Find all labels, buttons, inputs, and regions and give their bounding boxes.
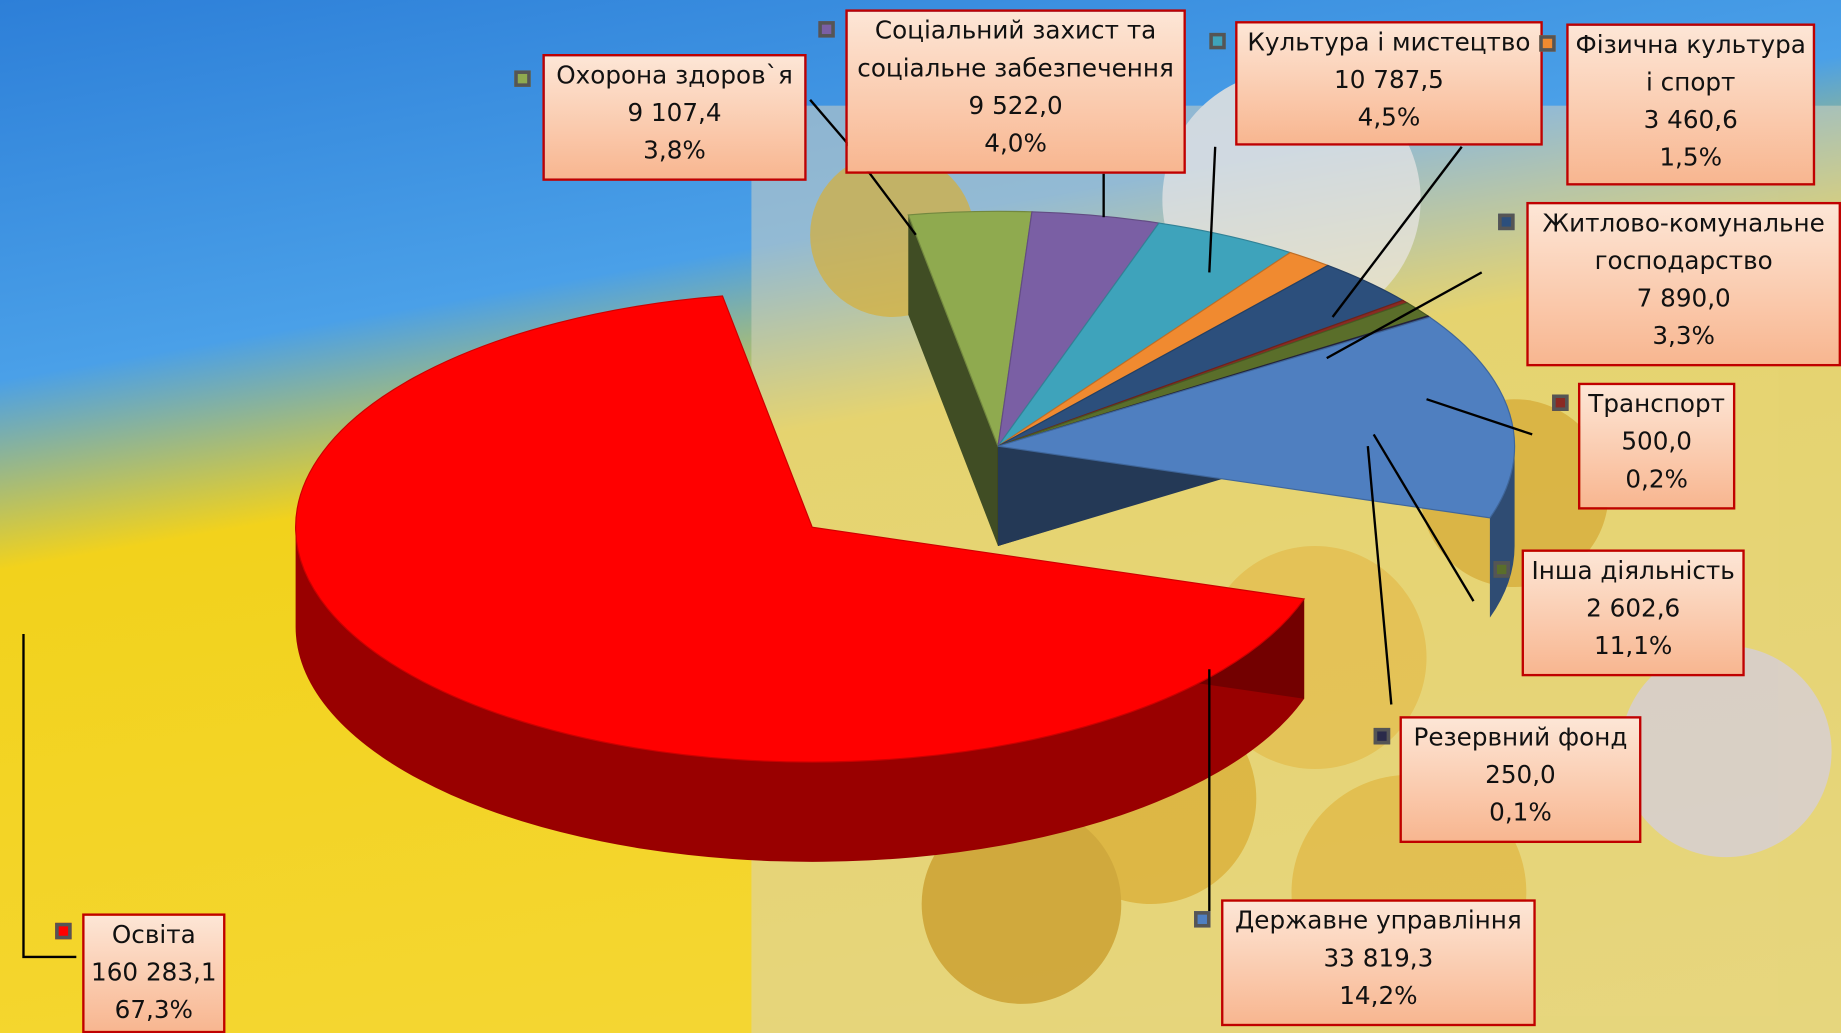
percentage-label: 67,3%	[114, 995, 193, 1024]
data-label: Охорона здоров`я 9 107,4 3,8%	[542, 54, 807, 181]
legend-key	[1373, 727, 1391, 745]
value-label: 2 602,6	[1586, 594, 1681, 623]
percentage-label: 4,0%	[984, 129, 1047, 158]
value-label: 500,0	[1621, 427, 1692, 456]
data-label: Культура і мистецтво 10 787,5 4,5%	[1235, 21, 1543, 146]
legend-key	[818, 21, 835, 38]
category: Інша діяльність	[1531, 556, 1735, 585]
percentage-label: 0,2%	[1625, 464, 1688, 494]
data-label: Фізична культура і спорт 3 460,6 1,5%	[1566, 23, 1816, 186]
value-label: 33 819,3	[1323, 943, 1434, 973]
category: Охорона здоров`я	[556, 61, 793, 90]
data-label: Освіта 160 283,1 67,3%	[82, 913, 226, 1033]
category: Резервний фонд	[1413, 723, 1628, 752]
pie	[295, 210, 1516, 862]
category: Транспорт	[1588, 389, 1726, 418]
value-label: 9 107,4	[627, 98, 722, 127]
value-label: 3 460,6	[1643, 105, 1738, 134]
data-label: Транспорт 500,0 0,2%	[1577, 382, 1736, 510]
percentage-label: 14,2%	[1339, 981, 1418, 1010]
percentage-label: 3,3%	[1652, 321, 1715, 350]
category: Державне управління	[1235, 906, 1522, 935]
slice	[295, 295, 1306, 862]
legend-key	[1209, 32, 1226, 50]
leader-lines	[22, 99, 1533, 959]
legend-key	[55, 922, 72, 940]
category: Соціальний захист та соціальне забезпече…	[857, 16, 1174, 83]
legend-key	[514, 70, 531, 87]
legend-key	[1539, 35, 1556, 52]
data-label: Житлово-комунальне господарство 7 890,0 3,…	[1526, 201, 1841, 367]
legend-key	[1194, 911, 1211, 928]
data-label: Інша діяльність 2 602,6 11,1%	[1521, 549, 1745, 677]
value-label: 160 283,1	[91, 958, 217, 987]
category: Освіта	[111, 920, 196, 949]
category: Житлово-комунальне господарство	[1542, 208, 1825, 275]
value-label: 7 890,0	[1636, 284, 1731, 313]
slice-inner-wall	[908, 214, 998, 546]
percentage-label: 0,1%	[1489, 798, 1552, 827]
value-label: 10 787,5	[1334, 65, 1444, 94]
value-label: 250,0	[1485, 760, 1556, 789]
legend-key	[1552, 394, 1569, 411]
slice-top	[295, 295, 1306, 763]
percentage-label: 4,5%	[1357, 103, 1421, 132]
slice-side	[295, 527, 1305, 862]
data-label: Державне управління 33 819,3 14,2%	[1221, 899, 1536, 1027]
percentage-label: 1,5%	[1659, 143, 1723, 172]
category: Культура і мистецтво	[1247, 28, 1531, 57]
value-label: 9 522,0	[968, 91, 1063, 120]
legend-key	[1498, 213, 1515, 231]
data-label: Резервний фонд 250,0 0,1%	[1399, 716, 1642, 844]
data-label: Соціальний захист та соціальне забезпече…	[845, 9, 1186, 174]
slice-top	[997, 316, 1516, 519]
percentage-label: 3,8%	[643, 136, 706, 165]
percentage-label: 11,1%	[1594, 631, 1673, 660]
legend-key	[1493, 561, 1510, 578]
category: Фізична культура і спорт	[1575, 30, 1806, 97]
